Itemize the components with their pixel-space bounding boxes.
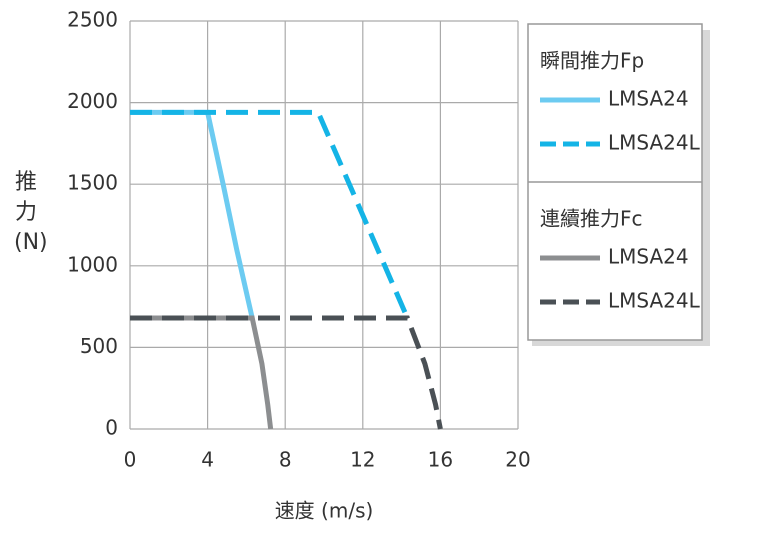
y-tick-label: 500	[80, 334, 118, 358]
legend-label: LMSA24L	[608, 131, 701, 155]
x-tick-label: 16	[428, 448, 453, 472]
legend-label: LMSA24	[608, 245, 689, 269]
x-tick-label: 20	[505, 448, 530, 472]
x-axis-title: 速度 (m/s)	[275, 499, 374, 523]
x-tick-label: 4	[201, 448, 214, 472]
x-tick-label: 12	[350, 448, 375, 472]
legend-title: 連續推力Fc	[540, 207, 643, 231]
series-line	[130, 109, 410, 320]
legend-label: LMSA24	[608, 87, 689, 111]
y-tick-label: 0	[105, 416, 118, 440]
x-tick-label: 8	[279, 448, 292, 472]
y-tick-label: 2500	[67, 8, 118, 32]
y-tick-label: 1500	[67, 171, 118, 195]
series-line	[130, 315, 443, 430]
y-tick-label: 1000	[67, 252, 118, 276]
x-tick-label: 0	[124, 448, 137, 472]
series-line	[130, 315, 274, 430]
legend-label: LMSA24L	[608, 289, 701, 313]
y-tick-label: 2000	[67, 89, 118, 113]
legend-title: 瞬間推力Fp	[540, 49, 644, 73]
y-axis-title: 推力(N)	[14, 170, 48, 255]
series-line	[130, 109, 255, 319]
